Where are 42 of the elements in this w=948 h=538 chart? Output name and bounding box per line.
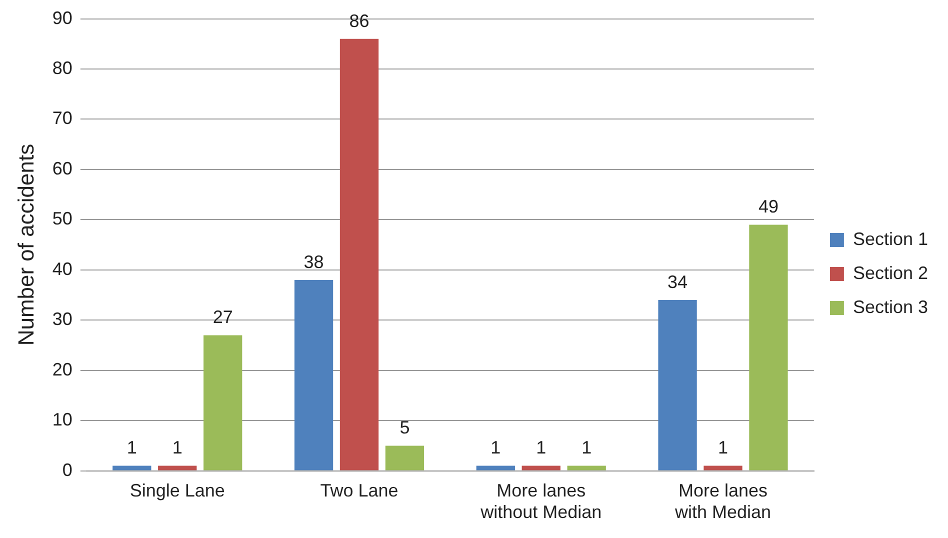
- data-label: 1: [126, 438, 137, 458]
- bar: [522, 466, 560, 470]
- data-label: 1: [536, 438, 546, 458]
- y-tick-label: 40: [52, 258, 72, 279]
- data-label: 34: [668, 272, 688, 292]
- bar: [567, 466, 606, 470]
- data-label: 1: [490, 438, 501, 458]
- y-tick-label: 30: [52, 309, 72, 330]
- x-tick-label: More lanes with Median: [674, 480, 772, 522]
- bar: [294, 280, 334, 470]
- y-axis-title: Number of accidents: [13, 144, 38, 346]
- data-label: 49: [758, 196, 778, 217]
- bar: [340, 38, 379, 470]
- x-tick-label: Single Lane: [130, 480, 225, 501]
- legend-label: Section 3: [852, 296, 928, 317]
- y-tick-label: 0: [62, 460, 72, 480]
- bar: [476, 466, 515, 470]
- y-tick-label: 70: [52, 108, 72, 128]
- x-tick-label: More lanes without Median: [480, 480, 602, 522]
- legend-label: Section 2: [852, 262, 928, 283]
- data-label: 27: [212, 307, 233, 328]
- data-label: 1: [172, 438, 182, 458]
- bar: [204, 335, 242, 470]
- y-tick-label: 50: [52, 208, 72, 229]
- y-tick-label: 80: [52, 58, 72, 78]
- bar: [749, 224, 788, 470]
- y-tick-label: 60: [52, 158, 72, 178]
- legend-label: Section 1: [852, 228, 928, 249]
- data-label: 1: [718, 438, 728, 458]
- bar: [658, 300, 697, 470]
- bar: [112, 466, 152, 470]
- bar: [704, 466, 742, 470]
- x-tick-label: Two Lane: [320, 480, 398, 501]
- data-label: 86: [349, 10, 370, 31]
- y-tick-label: 20: [52, 359, 72, 380]
- data-label: 38: [304, 252, 324, 272]
- data-label: 1: [582, 438, 592, 458]
- bar: [385, 446, 424, 470]
- y-tick-label: 90: [52, 8, 72, 28]
- data-label: 5: [400, 418, 410, 438]
- bar: [158, 466, 197, 470]
- y-tick-label: 10: [52, 410, 72, 430]
